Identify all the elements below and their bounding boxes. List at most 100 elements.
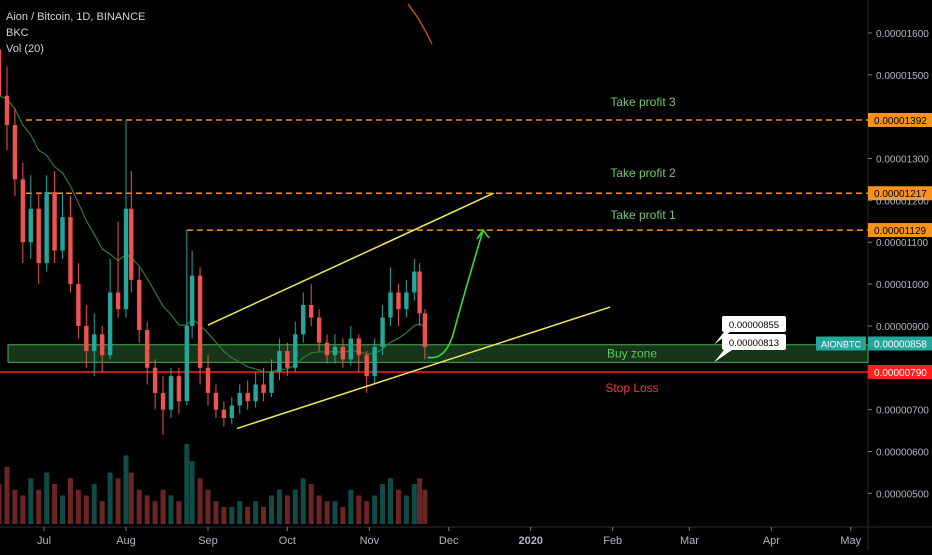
candle-body [4, 95, 10, 126]
symbol-title[interactable]: Aion / Bitcoin, 1D, BINANCE [6, 11, 146, 23]
volume-bar [300, 478, 306, 524]
volume-bar [4, 466, 10, 524]
x-tick-label: 2020 [518, 535, 542, 547]
volume-bar [356, 495, 362, 524]
volume-bar [340, 506, 346, 524]
volume-bar [292, 489, 298, 524]
level-tag-value: 0.00001217 [874, 189, 927, 200]
volume-bar [168, 495, 174, 524]
candle-body [76, 284, 81, 326]
indicator-volume[interactable]: Vol (20) [6, 43, 44, 55]
candle-body [213, 392, 219, 410]
candle-body [417, 271, 422, 314]
candle-body [184, 325, 190, 402]
volume-bar [20, 495, 26, 524]
candle-body [261, 384, 266, 393]
volume-bar [128, 472, 134, 524]
volume-bar [268, 495, 274, 524]
volume-bar [332, 501, 338, 524]
candle-body [388, 292, 393, 318]
volume-bar [189, 461, 195, 524]
volume-bar [364, 501, 370, 524]
volume-bar [44, 472, 50, 524]
candle-body [52, 191, 57, 251]
y-tick-label: 0.00000500 [876, 489, 929, 500]
volume-bar [417, 478, 423, 524]
volume-bar [67, 478, 73, 524]
channel-lower-line [236, 306, 611, 430]
volume-bar [99, 501, 105, 524]
candle-body [316, 317, 322, 343]
volume-bar [107, 472, 113, 524]
candle-body [44, 191, 49, 264]
volume-bar [60, 495, 66, 524]
volume-bar [197, 478, 203, 524]
indicator-bkc[interactable]: BKC [6, 27, 29, 39]
volume-bar [160, 489, 166, 524]
candle-body [107, 292, 113, 356]
volume-bar [205, 489, 211, 524]
volume-bar [115, 478, 121, 524]
level-tag [868, 223, 932, 238]
volume-bar [36, 489, 42, 524]
volume-bar [91, 484, 97, 524]
volume-bar [12, 489, 18, 524]
volume-bar [136, 489, 142, 524]
symbol-tag [816, 336, 866, 351]
time-axis[interactable]: Jul Aug Sep Oct Nov Dec 2020 Feb Mar Apr May [37, 527, 862, 547]
moving-average [0, 3, 433, 373]
x-tick-label: Dec [439, 535, 459, 547]
candle-body [28, 208, 33, 243]
volume-bar [395, 489, 401, 524]
y-tick-label: 0.00001200 [876, 196, 929, 207]
volume-bar [411, 484, 417, 524]
candles [0, 49, 428, 435]
candle-body [12, 125, 18, 180]
candle-body [301, 304, 306, 335]
candle-body [269, 371, 274, 393]
levels: 0.00001392 0.00001217 0.00001129 0.00000790… [0, 112, 932, 379]
y-tick-label: 0.00000900 [876, 322, 929, 333]
volume-bar [380, 484, 386, 524]
level-tag-value: 0.00000790 [874, 368, 927, 379]
volume-bar [324, 501, 330, 524]
x-tick-label: Sep [198, 535, 218, 547]
callout-upper-box [722, 316, 786, 332]
volume-bar [75, 489, 81, 524]
buy-zone-label: Buy zone [607, 347, 657, 361]
x-tick-label: Aug [116, 535, 136, 547]
annotation-labels: Take profit 3 Take profit 2 Take profit 1 B… [605, 95, 786, 395]
volume-bar [213, 501, 219, 524]
volume-bar [261, 506, 267, 524]
candle-body [99, 334, 105, 356]
volume-bar [308, 484, 314, 524]
price-tag-value: 0.00000858 [874, 340, 927, 351]
callout-lower-pointer [714, 350, 732, 363]
take-profit-3-label: Take profit 3 [610, 95, 676, 109]
candle-body [245, 392, 250, 402]
projection [427, 228, 490, 359]
candle-body [144, 330, 150, 368]
candle-body [285, 351, 290, 368]
volume-bar [52, 484, 58, 524]
candle-body [372, 346, 377, 377]
candle-body [129, 208, 134, 280]
volume-bar [372, 495, 378, 524]
volume-bar [348, 489, 354, 524]
price-axis[interactable]: 0.00001600 0.00001500 0.00001300 0.00001200… [868, 29, 929, 500]
candle-body [152, 367, 158, 393]
price-tag [868, 336, 932, 351]
volume-bar [276, 489, 282, 524]
candle-body [380, 317, 385, 347]
callout-upper-pointer [714, 332, 730, 345]
candle-body [412, 271, 417, 293]
y-tick-label: 0.00001000 [876, 280, 929, 291]
y-tick-label: 0.00001600 [876, 29, 929, 40]
candle-body [277, 351, 282, 372]
projection-path [427, 229, 484, 359]
candle-body [308, 304, 314, 318]
volume-bar [123, 455, 129, 524]
level-tag-value: 0.00001129 [874, 226, 927, 237]
